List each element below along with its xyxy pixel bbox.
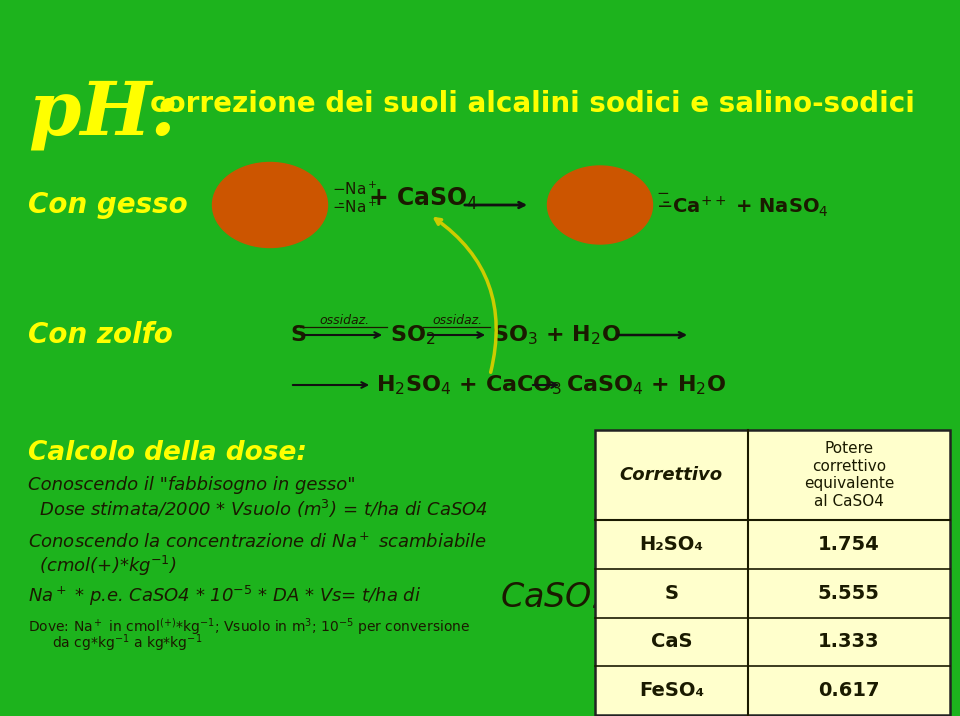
Text: $-$: $-$	[656, 183, 669, 198]
Text: ossidaz.: ossidaz.	[319, 314, 369, 327]
Text: SO$_3$ + H$_2$O: SO$_3$ + H$_2$O	[492, 323, 621, 347]
Text: Na$^+$ * p.e. CaSO4 * 10$^{-5}$ * DA * Vs= t/ha di: Na$^+$ * p.e. CaSO4 * 10$^{-5}$ * DA * V…	[28, 584, 421, 608]
Text: Dose stimata/2000 * Vsuolo (m$^3$) = t/ha di CaSO4: Dose stimata/2000 * Vsuolo (m$^3$) = t/h…	[28, 498, 488, 520]
Text: ossidaz.: ossidaz.	[432, 314, 482, 327]
Text: SO$_2$: SO$_2$	[390, 323, 436, 347]
Text: da cg*kg$^{-1}$ a kg*kg$^{-1}$: da cg*kg$^{-1}$ a kg*kg$^{-1}$	[52, 632, 203, 654]
Text: 5.555: 5.555	[818, 584, 879, 603]
Ellipse shape	[547, 166, 653, 244]
Text: Conoscendo il "fabbisogno in gesso": Conoscendo il "fabbisogno in gesso"	[28, 476, 355, 494]
Text: $-$Na$^+$: $-$Na$^+$	[332, 180, 377, 198]
Text: H₂SO₄: H₂SO₄	[639, 535, 704, 554]
Text: H$_2$SO$_4$ + CaCO$_3$: H$_2$SO$_4$ + CaCO$_3$	[376, 373, 563, 397]
Ellipse shape	[212, 163, 327, 248]
Text: 1.333: 1.333	[818, 632, 879, 652]
Text: Calcolo della dose:: Calcolo della dose:	[28, 440, 307, 466]
Text: $\bar{-}$Ca$^{++}$ + NaSO$_4$: $\bar{-}$Ca$^{++}$ + NaSO$_4$	[656, 195, 828, 219]
Text: CaSO$_4$ + H$_2$O: CaSO$_4$ + H$_2$O	[566, 373, 727, 397]
Text: + CaSO$_4$: + CaSO$_4$	[368, 186, 478, 212]
Text: $\mathit{CaSO_4}$: $\mathit{CaSO_4}$	[500, 580, 607, 615]
Text: correzione dei suoli alcalini sodici e salino-sodici: correzione dei suoli alcalini sodici e s…	[150, 90, 915, 118]
Text: $\bar{-}$Na$^+$: $\bar{-}$Na$^+$	[332, 198, 377, 216]
Text: 0.617: 0.617	[818, 681, 879, 700]
Text: S: S	[664, 584, 679, 603]
FancyBboxPatch shape	[595, 430, 950, 715]
Text: Con gesso: Con gesso	[28, 191, 188, 219]
Text: FeSO₄: FeSO₄	[638, 681, 704, 700]
Text: Potere
correttivo
equivalente
al CaSO4: Potere correttivo equivalente al CaSO4	[804, 441, 894, 508]
Text: 1.754: 1.754	[818, 535, 879, 554]
Text: Con zolfo: Con zolfo	[28, 321, 173, 349]
Text: pH:: pH:	[28, 78, 179, 150]
Text: Dove: Na$^+$ in cmol$^{(+)}$*kg$^{-1}$; Vsuolo in m$^3$; 10$^{-5}$ per conversio: Dove: Na$^+$ in cmol$^{(+)}$*kg$^{-1}$; …	[28, 616, 470, 637]
Text: CaS: CaS	[651, 632, 692, 652]
Text: S: S	[290, 325, 306, 345]
Text: (cmol(+)*kg$^{-1}$): (cmol(+)*kg$^{-1}$)	[28, 554, 177, 578]
Text: Correttivo: Correttivo	[620, 466, 723, 484]
Text: Conoscendo la concentrazione di Na$^+$ scambiabile: Conoscendo la concentrazione di Na$^+$ s…	[28, 532, 487, 551]
